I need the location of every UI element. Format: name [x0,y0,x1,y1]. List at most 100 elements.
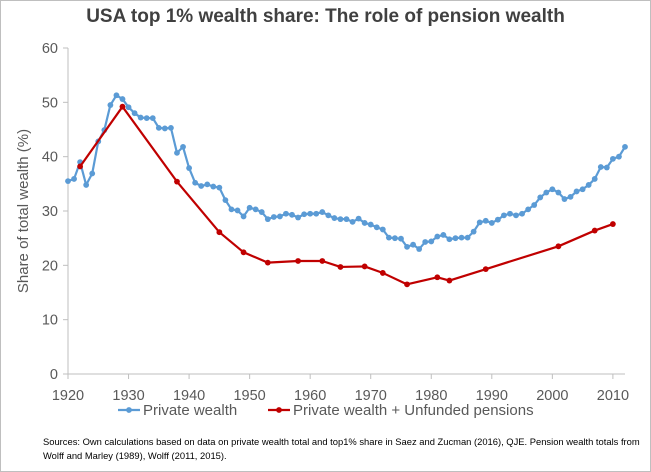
data-point [349,218,356,225]
data-point [470,228,477,235]
y-tick-label: 40 [42,150,58,166]
data-point [307,210,314,217]
legend-item-1: Private wealth [118,402,237,419]
data-point [458,234,465,241]
legend-item-2: Private wealth + Unfunded pensions [268,402,534,419]
data-point [434,274,441,281]
legend-label: Private wealth + Unfunded pensions [293,402,534,419]
y-tick-label: 50 [42,95,58,111]
data-point [337,216,344,223]
data-point [313,210,320,217]
data-point [295,214,301,221]
data-point [422,239,429,245]
data-point [246,204,253,211]
data-point [216,184,223,191]
data-point [513,212,519,219]
data-point [446,236,453,243]
data-point [192,179,199,186]
data-point [416,246,423,252]
x-tick-label: 1930 [112,388,144,404]
data-point [616,153,622,160]
data-point [367,221,374,228]
data-point [240,249,247,256]
data-point [113,92,120,99]
data-point [234,207,241,214]
x-tick-label: 1970 [355,388,387,404]
x-tick-label: 1990 [476,388,508,404]
data-point [119,96,126,102]
data-point [501,212,507,219]
x-tick-label: 2000 [536,388,568,404]
data-point [319,209,326,215]
data-point [283,210,289,217]
data-point [507,210,513,217]
data-point [125,104,132,111]
data-point [379,226,386,233]
chart-title: USA top 1% wealth share: The role of pen… [86,6,565,27]
data-point [398,235,404,242]
series-line [79,105,614,286]
data-point [597,164,604,170]
data-point [482,217,489,224]
y-tick-label: 30 [42,204,58,220]
data-point [361,220,368,226]
data-point [107,102,114,108]
sources-line-1: Sources: Own calculations based on data … [43,436,640,447]
data-point [410,241,416,248]
series-group [65,92,628,288]
data-point [264,216,271,223]
data-point [585,182,592,188]
data-point [168,124,174,131]
y-tick-label: 0 [50,367,58,383]
data-point [210,183,217,190]
data-point [155,124,162,131]
data-point [264,259,271,266]
data-point [131,110,138,117]
data-point [228,206,235,213]
data-point [392,235,398,242]
y-tick-label: 10 [42,313,58,329]
data-point [89,170,96,177]
x-tick-label: 1940 [173,388,205,404]
data-point [331,215,338,221]
y-axis-label: Share of total wealth (%) [15,129,32,293]
x-tick-label: 1980 [415,388,447,404]
x-tick-label: 1960 [294,388,326,404]
axes: 0 10 20 30 40 50 60 1920 1930 1940 1950 1960 1970 198… [15,41,629,404]
data-point [609,155,616,162]
data-point [440,232,447,238]
data-point [143,115,150,121]
data-point [543,189,550,196]
data-point [567,193,574,200]
data-point [428,238,435,245]
data-point [174,149,180,156]
data-point [494,216,501,223]
data-point [452,235,459,242]
data-point [537,194,544,201]
data-point [591,227,598,234]
data-point [555,243,562,250]
y-tick-label: 20 [42,258,58,274]
data-point [476,219,483,226]
legend: Private wealth Private wealth + Unfunded … [118,402,534,419]
data-point [289,211,295,218]
legend-marker [126,407,132,413]
data-point [270,214,277,220]
data-point [216,229,223,236]
x-tick-label: 1950 [233,388,265,404]
data-point [519,210,525,217]
data-point [622,143,628,150]
data-point [180,143,186,150]
data-point [222,197,229,204]
sources-note: Sources: Own calculations based on data … [43,435,643,463]
series-private-wealth-plus-unfunded-pensions [77,103,616,288]
data-point [434,233,441,240]
data-point [531,202,538,208]
data-point [325,212,332,219]
data-point [240,213,247,220]
data-point [355,215,362,222]
legend-marker [276,407,282,413]
data-point [609,221,616,227]
